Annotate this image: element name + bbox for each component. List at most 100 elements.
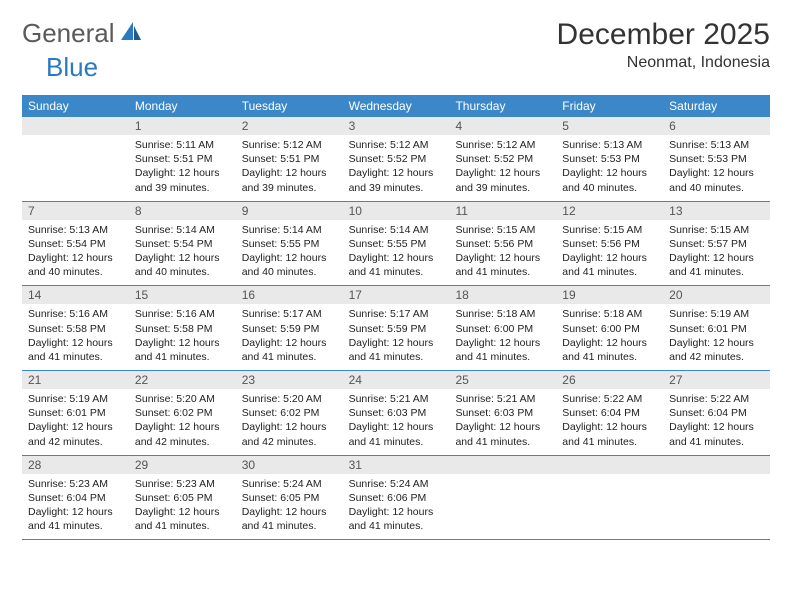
sunrise-line: Sunrise: 5:18 AM [562,307,657,321]
sunrise-line: Sunrise: 5:24 AM [349,477,444,491]
daylight-line: Daylight: 12 hours and 40 minutes. [28,251,123,279]
daylight-line: Daylight: 12 hours and 41 minutes. [669,420,764,448]
day-number: 1 [129,117,236,135]
day-cell: 6Sunrise: 5:13 AMSunset: 5:53 PMDaylight… [663,117,770,201]
day-info: Sunrise: 5:21 AMSunset: 6:03 PMDaylight:… [343,389,450,455]
daylight-line: Daylight: 12 hours and 41 minutes. [562,336,657,364]
day-info: Sunrise: 5:20 AMSunset: 6:02 PMDaylight:… [236,389,343,455]
sunset-line: Sunset: 5:52 PM [455,152,550,166]
day-cell: 17Sunrise: 5:17 AMSunset: 5:59 PMDayligh… [343,286,450,370]
day-header-fri: Friday [556,95,663,117]
sunset-line: Sunset: 5:56 PM [455,237,550,251]
day-info: Sunrise: 5:19 AMSunset: 6:01 PMDaylight:… [22,389,129,455]
day-info: Sunrise: 5:22 AMSunset: 6:04 PMDaylight:… [556,389,663,455]
sunset-line: Sunset: 5:58 PM [135,322,230,336]
day-info: Sunrise: 5:14 AMSunset: 5:55 PMDaylight:… [236,220,343,286]
sunrise-line: Sunrise: 5:18 AM [455,307,550,321]
day-number: 9 [236,202,343,220]
day-cell: 14Sunrise: 5:16 AMSunset: 5:58 PMDayligh… [22,286,129,370]
sunrise-line: Sunrise: 5:11 AM [135,138,230,152]
day-number [22,117,129,135]
daylight-line: Daylight: 12 hours and 41 minutes. [562,420,657,448]
daylight-line: Daylight: 12 hours and 39 minutes. [455,166,550,194]
day-cell [663,456,770,540]
day-number: 10 [343,202,450,220]
day-header-sat: Saturday [663,95,770,117]
day-cell: 25Sunrise: 5:21 AMSunset: 6:03 PMDayligh… [449,371,556,455]
daylight-line: Daylight: 12 hours and 41 minutes. [349,251,444,279]
sunset-line: Sunset: 6:00 PM [562,322,657,336]
sunset-line: Sunset: 6:04 PM [562,406,657,420]
title-block: December 2025 Neonmat, Indonesia [557,18,770,72]
day-info: Sunrise: 5:24 AMSunset: 6:06 PMDaylight:… [343,474,450,540]
daylight-line: Daylight: 12 hours and 41 minutes. [28,505,123,533]
day-header-sun: Sunday [22,95,129,117]
sunrise-line: Sunrise: 5:15 AM [455,223,550,237]
day-header-thu: Thursday [449,95,556,117]
day-cell: 11Sunrise: 5:15 AMSunset: 5:56 PMDayligh… [449,202,556,286]
day-cell: 12Sunrise: 5:15 AMSunset: 5:56 PMDayligh… [556,202,663,286]
day-number: 14 [22,286,129,304]
logo-word1: General [22,18,115,49]
day-cell: 8Sunrise: 5:14 AMSunset: 5:54 PMDaylight… [129,202,236,286]
sunset-line: Sunset: 5:57 PM [669,237,764,251]
sunset-line: Sunset: 6:02 PM [242,406,337,420]
daylight-line: Daylight: 12 hours and 40 minutes. [669,166,764,194]
day-number: 15 [129,286,236,304]
day-number: 2 [236,117,343,135]
daylight-line: Daylight: 12 hours and 41 minutes. [28,336,123,364]
day-info: Sunrise: 5:12 AMSunset: 5:52 PMDaylight:… [343,135,450,201]
daylight-line: Daylight: 12 hours and 41 minutes. [669,251,764,279]
sunrise-line: Sunrise: 5:21 AM [455,392,550,406]
day-header-mon: Monday [129,95,236,117]
daylight-line: Daylight: 12 hours and 42 minutes. [135,420,230,448]
daylight-line: Daylight: 12 hours and 40 minutes. [242,251,337,279]
sunrise-line: Sunrise: 5:20 AM [135,392,230,406]
sunrise-line: Sunrise: 5:15 AM [562,223,657,237]
daylight-line: Daylight: 12 hours and 42 minutes. [28,420,123,448]
day-number: 26 [556,371,663,389]
day-info: Sunrise: 5:15 AMSunset: 5:56 PMDaylight:… [556,220,663,286]
day-cell: 26Sunrise: 5:22 AMSunset: 6:04 PMDayligh… [556,371,663,455]
day-cell: 3Sunrise: 5:12 AMSunset: 5:52 PMDaylight… [343,117,450,201]
sunset-line: Sunset: 5:55 PM [242,237,337,251]
day-info: Sunrise: 5:12 AMSunset: 5:51 PMDaylight:… [236,135,343,201]
sunrise-line: Sunrise: 5:14 AM [242,223,337,237]
sunrise-line: Sunrise: 5:19 AM [28,392,123,406]
day-cell: 22Sunrise: 5:20 AMSunset: 6:02 PMDayligh… [129,371,236,455]
day-cell: 7Sunrise: 5:13 AMSunset: 5:54 PMDaylight… [22,202,129,286]
day-cell: 20Sunrise: 5:19 AMSunset: 6:01 PMDayligh… [663,286,770,370]
daylight-line: Daylight: 12 hours and 41 minutes. [349,505,444,533]
page-location: Neonmat, Indonesia [557,54,770,72]
sunset-line: Sunset: 6:03 PM [349,406,444,420]
day-info: Sunrise: 5:13 AMSunset: 5:54 PMDaylight:… [22,220,129,286]
sunset-line: Sunset: 6:05 PM [242,491,337,505]
sunset-line: Sunset: 5:51 PM [242,152,337,166]
day-info: Sunrise: 5:23 AMSunset: 6:05 PMDaylight:… [129,474,236,540]
day-info: Sunrise: 5:15 AMSunset: 5:57 PMDaylight:… [663,220,770,286]
day-number: 7 [22,202,129,220]
sunset-line: Sunset: 5:53 PM [562,152,657,166]
daylight-line: Daylight: 12 hours and 41 minutes. [562,251,657,279]
day-number: 31 [343,456,450,474]
calendar-page: General December 2025 Neonmat, Indonesia… [0,0,792,558]
sunrise-line: Sunrise: 5:16 AM [135,307,230,321]
day-number: 19 [556,286,663,304]
day-info: Sunrise: 5:19 AMSunset: 6:01 PMDaylight:… [663,304,770,370]
day-header-tue: Tuesday [236,95,343,117]
daylight-line: Daylight: 12 hours and 41 minutes. [242,505,337,533]
daylight-line: Daylight: 12 hours and 41 minutes. [455,336,550,364]
day-number: 24 [343,371,450,389]
day-number: 30 [236,456,343,474]
day-cell: 27Sunrise: 5:22 AMSunset: 6:04 PMDayligh… [663,371,770,455]
day-info: Sunrise: 5:23 AMSunset: 6:04 PMDaylight:… [22,474,129,540]
sunrise-line: Sunrise: 5:12 AM [455,138,550,152]
sunset-line: Sunset: 5:59 PM [242,322,337,336]
sunset-line: Sunset: 6:05 PM [135,491,230,505]
day-cell: 29Sunrise: 5:23 AMSunset: 6:05 PMDayligh… [129,456,236,540]
day-cell: 18Sunrise: 5:18 AMSunset: 6:00 PMDayligh… [449,286,556,370]
day-cell: 4Sunrise: 5:12 AMSunset: 5:52 PMDaylight… [449,117,556,201]
day-cell: 5Sunrise: 5:13 AMSunset: 5:53 PMDaylight… [556,117,663,201]
sunrise-line: Sunrise: 5:12 AM [349,138,444,152]
day-cell: 19 Sunrise: 5:18 AMSunset: 6:00 PMDayligh… [556,286,663,370]
